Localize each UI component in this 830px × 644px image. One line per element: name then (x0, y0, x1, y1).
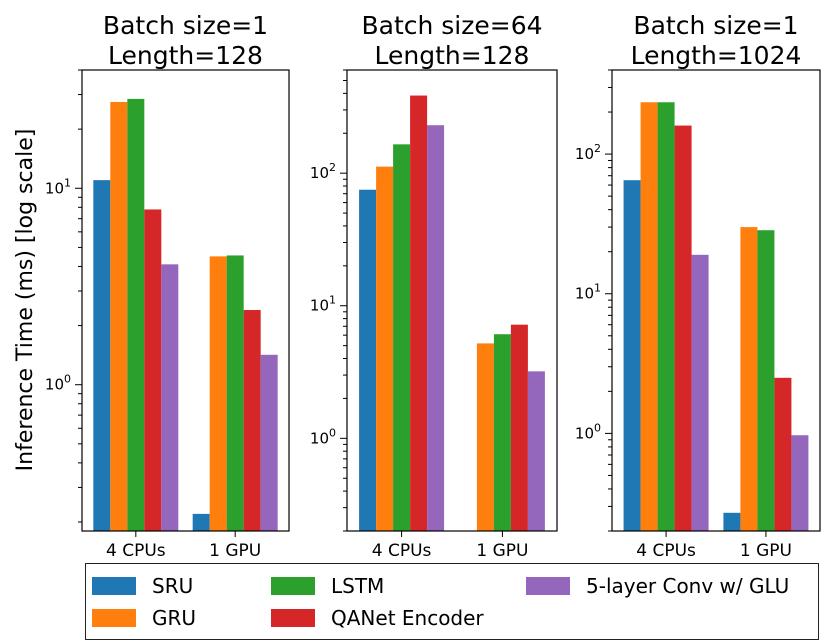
bar-5-layer-conv-w-glu-1-gpu (527, 371, 545, 531)
y-tick-label: 100 (575, 421, 601, 442)
legend-item-sru: SRU (92, 573, 193, 599)
bar-gru-4-cpus (640, 102, 658, 531)
x-tick-label: 1 GPU (740, 541, 792, 561)
bar-sru-1-gpu (723, 512, 741, 531)
bar-5-layer-conv-w-glu-4-cpus (691, 254, 709, 532)
bar-gru-4-cpus (110, 101, 128, 532)
legend-swatch (92, 609, 136, 627)
legend-swatch (271, 577, 315, 595)
y-tick-label: 102 (310, 161, 336, 182)
bar-lstm-1-gpu (493, 334, 511, 531)
legend-swatch (92, 577, 136, 595)
bar-gru-1-gpu (209, 256, 227, 531)
bar-sru-4-cpus (359, 189, 377, 531)
y-tick-label: 101 (310, 294, 336, 315)
legend-item-lstm: LSTM (271, 573, 384, 599)
legend-swatch (271, 609, 315, 627)
bar-5-layer-conv-w-glu-1-gpu (791, 435, 809, 531)
legend-item-5-layer-conv-w-glu: 5-layer Conv w/ GLU (526, 573, 789, 599)
bar-sru-4-cpus (623, 180, 641, 531)
legend: SRU GRU LSTM QANet Encoder 5-layer Conv w/ G… (85, 563, 819, 640)
chart-title: Batch size=1 (103, 11, 268, 40)
bar-lstm-1-gpu (757, 230, 775, 532)
bar-qanet-encoder-1-gpu (243, 310, 261, 531)
x-tick-label: 1 GPU (476, 541, 528, 561)
legend-label: SRU (152, 574, 194, 598)
x-tick-label: 1 GPU (209, 541, 261, 561)
bar-gru-1-gpu (476, 343, 494, 531)
y-tick-label: 100 (45, 373, 71, 394)
bar-qanet-encoder-4-cpus (674, 125, 692, 531)
legend-label: LSTM (331, 574, 385, 598)
bar-lstm-4-cpus (393, 144, 411, 531)
legend-swatch (526, 577, 570, 595)
plot-frame (346, 69, 558, 532)
plot-frame (81, 69, 290, 532)
bar-sru-1-gpu (192, 513, 210, 531)
bar-sru-4-cpus (93, 180, 111, 531)
legend-label: 5-layer Conv w/ GLU (586, 574, 790, 598)
bar-qanet-encoder-4-cpus (144, 209, 162, 531)
legend-label: QANet Encoder (331, 606, 484, 630)
bar-gru-1-gpu (740, 227, 758, 531)
y-tick-label: 102 (575, 142, 601, 163)
chart-title: Length=128 (375, 41, 530, 70)
y-tick-label: 100 (310, 426, 336, 447)
chart-title: Length=1024 (631, 41, 802, 70)
bar-qanet-encoder-1-gpu (774, 377, 792, 531)
legend-item-qanet-encoder: QANet Encoder (271, 605, 484, 631)
y-tick-label: 101 (45, 176, 71, 197)
legend-label: GRU (152, 606, 197, 630)
bar-qanet-encoder-4-cpus (410, 95, 428, 531)
legend-item-gru: GRU (92, 605, 196, 631)
bar-5-layer-conv-w-glu-1-gpu (260, 354, 278, 531)
y-tick-label: 101 (575, 282, 601, 303)
chart-title: Batch size=1 (633, 11, 798, 40)
chart-title: Batch size=64 (361, 11, 542, 40)
bar-lstm-4-cpus (657, 102, 675, 531)
bar-5-layer-conv-w-glu-4-cpus (161, 264, 179, 531)
x-tick-label: 4 CPUs (636, 541, 696, 561)
bar-5-layer-conv-w-glu-4-cpus (427, 125, 445, 531)
y-axis-label: Inference Time (ms) [log scale] (13, 129, 38, 472)
x-tick-label: 4 CPUs (106, 541, 166, 561)
bar-qanet-encoder-1-gpu (510, 324, 528, 531)
bar-lstm-4-cpus (127, 98, 145, 531)
x-tick-label: 4 CPUs (372, 541, 432, 561)
bar-lstm-1-gpu (226, 255, 244, 531)
chart-title: Length=128 (108, 41, 263, 70)
bar-gru-4-cpus (376, 166, 394, 532)
